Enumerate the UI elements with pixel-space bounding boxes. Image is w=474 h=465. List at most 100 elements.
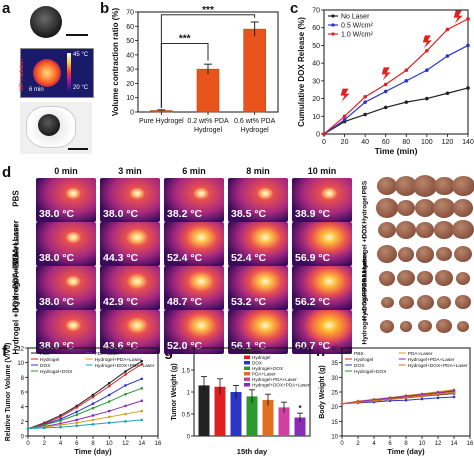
tumor-photo-3-2 [415, 245, 435, 263]
panel-h-point-6-5 [420, 394, 424, 398]
thermal-temp-label: 43.6 °C [103, 340, 139, 352]
panel-f-point-5-7 [140, 409, 144, 413]
panel-f-ylabel: Relative Tumor Volume (V/V0) [5, 343, 12, 442]
panel-g-legend-label-6: Hydrogel+DOX+PDA+Laser [252, 383, 310, 388]
thermal-image-3-3: 56.1 °C [228, 310, 288, 354]
panel-c-legend-label-1: 0.5 W/cm² [341, 23, 374, 30]
panel-c-point-0-2 [363, 112, 367, 117]
panel-g-bar-1 [214, 386, 226, 436]
panel-label-a: a [2, 0, 11, 17]
panel-c-point-2-7 [466, 17, 470, 21]
panel-g-ylabel: Tumor Weight (g) [171, 363, 178, 420]
panel-f-xtick-label-8: 16 [155, 441, 162, 447]
panel-h-xtick-label-4: 8 [404, 441, 408, 447]
panel-h-legend-label-4: PDA+Laser [408, 351, 433, 357]
thermal-temp-label: 38.2 °C [167, 208, 203, 220]
panel-f-point-2-3 [75, 410, 79, 414]
thermal-temp-label: 53.2 °C [231, 296, 267, 308]
panel-c-point-2-2 [363, 95, 367, 99]
panel-f-ytick-label-5: 10 [17, 361, 24, 367]
panel-h-ytick-label-1: 15 [331, 420, 338, 426]
panel-h-point-6-7 [452, 391, 456, 395]
thermal-image-2-1: 42.9 °C [100, 266, 160, 310]
panel-d-time-label-4: 10 min [307, 166, 337, 176]
panel-b-ylabel: Volume contraction ratio (%) [111, 8, 120, 117]
tumor-photo-6-1 [400, 321, 412, 332]
panel-label-d: d [2, 164, 12, 181]
panel-h-xtick-label-1: 2 [356, 441, 360, 447]
tumor-photo-2-4 [452, 220, 474, 240]
thermal-temp-label: 38.0 °C [39, 252, 75, 264]
panel-h-legend-label-0: PBS [354, 351, 364, 357]
panel-h-xtick-label-0: 0 [340, 441, 344, 447]
panel-h-ytick-label-6: 40 [331, 347, 338, 353]
panel-f-series-line-6 [27, 419, 142, 430]
panel-f-series-line-3 [27, 387, 142, 430]
panel-h-point-5-7 [452, 389, 456, 392]
panel-e-row-label-6: Hydrogel +DOX +PDA+Laser [361, 256, 369, 345]
panel-c-point-1-5 [425, 68, 429, 73]
panel-b-xtick-label-2-1: Hydrogel [241, 127, 269, 134]
panel-f-point-0-6 [124, 370, 127, 373]
tumor-photo-4-4 [455, 271, 471, 285]
panel-g-ytick-label-0: 0 [187, 435, 191, 441]
panel-g-bar-2 [230, 392, 242, 436]
panel-h-point-2-6 [436, 396, 440, 400]
panel-c-xtick-label-2: 40 [361, 139, 369, 146]
thermal-image-1-4: 56.9 °C [292, 222, 352, 266]
thermal-image-3-1: 43.6 °C [100, 310, 160, 354]
panel-g-ytick-label-1: 0.5 [182, 413, 191, 419]
panel-g-bar-5 [278, 407, 290, 436]
panel-h-xtick-label-7: 14 [451, 441, 458, 447]
panel-c-laser-icon-0 [340, 88, 350, 102]
panel-f-point-0-7 [140, 359, 144, 363]
thermal-image-1-2: 52.4 °C [164, 222, 224, 266]
panel-g-legend-label-3: Hydrogel+DOX [252, 366, 283, 371]
panel-c-point-0-4 [404, 100, 409, 104]
panel-f-point-1-6 [124, 373, 127, 376]
tumor-photo-4-2 [417, 271, 433, 286]
panel-g-legend-swatch-3 [244, 366, 250, 370]
panel-c-xtick-label-4: 80 [402, 139, 410, 146]
panel-c-xtick-label-1: 20 [341, 139, 349, 146]
panel-f-series-line-2 [27, 378, 142, 430]
tumor-photo-3-3 [436, 247, 452, 262]
panel-h-xtick-label-2: 4 [372, 441, 376, 447]
thermal-image-2-2: 48.7 °C [164, 266, 224, 310]
panel-g-legend-swatch-2 [244, 361, 250, 365]
panel-c-point-0-6 [445, 91, 450, 96]
panel-f-point-3-7 [140, 387, 144, 390]
panel-c-legend-label-2: 1.0 W/cm² [341, 32, 374, 39]
tumor-photo-4-3 [435, 270, 453, 286]
panel-f-point-0-5 [107, 381, 111, 385]
thermal-image-0-3: 38.5 °C [228, 178, 288, 222]
panel-g-ytick-label-4: 2 [187, 347, 191, 353]
tumor-photo-2-0 [377, 221, 397, 239]
panel-f-point-5-5 [107, 415, 111, 419]
panel-h-point-6-6 [436, 393, 440, 396]
thermal-temp-label: 52.4 °C [167, 252, 203, 264]
panel-f-point-1-5 [107, 384, 111, 388]
hydrogel-photo-after [20, 102, 92, 154]
panel-f-point-5-6 [124, 412, 127, 416]
panel-f-point-3-2 [59, 419, 62, 422]
panel-b-ytick-label-0: 0 [130, 110, 134, 117]
tumor-photo-3-1 [397, 246, 415, 262]
tumor-photo-3-0 [377, 245, 397, 263]
panel-g-legend-label-5: Hydrogel+PDA+Laser [252, 377, 297, 382]
panel-f-point-5-2 [59, 423, 62, 427]
tumor-photo-0-0 [377, 177, 397, 195]
thermal-image-1-1: 44.3 °C [100, 222, 160, 266]
tumor-photo-1-0 [376, 198, 398, 218]
tumor-photo-5-0 [380, 296, 394, 309]
panel-c-point-2-1 [342, 114, 347, 119]
panel-b-xtick-label-1-0: 0.2 wt% PDA [187, 118, 229, 125]
panel-g-legend-swatch-6 [244, 383, 250, 387]
thermal-image-2-4: 56.2 °C [292, 266, 352, 310]
panel-f-xtick-label-1: 2 [43, 441, 47, 447]
tumor-photo-0-4 [451, 175, 474, 197]
panel-c-ytick-label-5: 50 [312, 43, 320, 50]
panel-g-legend-swatch-1 [244, 355, 250, 359]
panel-f-point-6-5 [107, 421, 111, 425]
panel-f-point-0-4 [91, 393, 95, 397]
